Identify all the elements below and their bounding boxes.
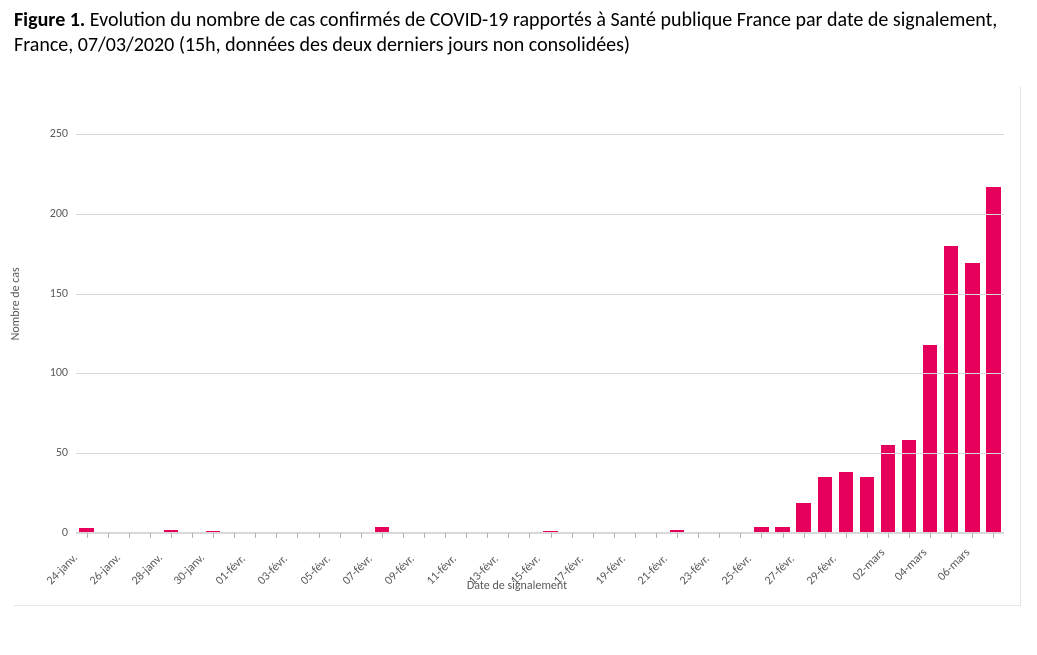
chart-area: Nombre de cas 05010015020025024-janv.26-… — [14, 86, 1021, 606]
x-tick-mark — [108, 533, 109, 538]
x-tick-mark — [297, 533, 298, 538]
x-tick-mark — [930, 533, 931, 538]
y-tick-label: 50 — [28, 446, 68, 460]
bar — [881, 445, 895, 533]
x-axis-label: Date de signalement — [14, 579, 1020, 593]
y-tick-label: 150 — [28, 287, 68, 301]
x-tick-mark — [846, 533, 847, 538]
bar — [839, 472, 853, 533]
plot-area: 05010015020025024-janv.26-janv.28-janv.3… — [76, 118, 1004, 533]
x-tick-mark — [508, 533, 509, 538]
x-tick-mark — [424, 533, 425, 538]
x-tick-mark — [761, 533, 762, 538]
x-tick-mark — [614, 533, 615, 538]
x-tick-mark — [593, 533, 594, 538]
figure-caption-text: Evolution du nombre de cas confirmés de … — [14, 8, 997, 57]
figure-container: Figure 1. Evolution du nombre de cas con… — [0, 0, 1037, 655]
x-tick-mark — [677, 533, 678, 538]
x-tick-mark — [192, 533, 193, 538]
x-tick-label: 06-mars — [935, 546, 973, 584]
x-tick-mark — [993, 533, 994, 538]
x-tick-mark — [783, 533, 784, 538]
bar — [965, 263, 979, 533]
bar — [796, 503, 810, 533]
x-tick-mark — [487, 533, 488, 538]
x-tick-mark — [635, 533, 636, 538]
x-tick-mark — [740, 533, 741, 538]
grid-line — [76, 373, 1004, 374]
x-tick-mark — [867, 533, 868, 538]
grid-line — [76, 294, 1004, 295]
x-tick-mark — [529, 533, 530, 538]
x-tick-mark — [255, 533, 256, 538]
y-tick-label: 200 — [28, 207, 68, 221]
x-tick-mark — [87, 533, 88, 538]
y-tick-label: 250 — [28, 127, 68, 141]
x-tick-mark — [276, 533, 277, 538]
x-tick-mark — [572, 533, 573, 538]
figure-label: Figure 1. — [14, 8, 85, 32]
bar — [860, 477, 874, 533]
x-tick-mark — [719, 533, 720, 538]
x-tick-mark — [340, 533, 341, 538]
x-tick-label: 02-mars — [850, 546, 888, 584]
x-tick-mark — [361, 533, 362, 538]
bar — [818, 477, 832, 533]
x-tick-mark — [213, 533, 214, 538]
x-tick-mark — [403, 533, 404, 538]
x-tick-mark — [804, 533, 805, 538]
bar — [944, 246, 958, 533]
x-tick-mark — [825, 533, 826, 538]
figure-caption: Figure 1. Evolution du nombre de cas con… — [14, 8, 1023, 58]
x-tick-mark — [445, 533, 446, 538]
x-tick-mark — [698, 533, 699, 538]
bar — [902, 440, 916, 533]
grid-line — [76, 453, 1004, 454]
x-tick-mark — [909, 533, 910, 538]
x-tick-mark — [972, 533, 973, 538]
grid-line — [76, 134, 1004, 135]
bars-layer — [76, 118, 1004, 533]
x-tick-mark — [150, 533, 151, 538]
x-tick-mark — [319, 533, 320, 538]
x-tick-mark — [129, 533, 130, 538]
grid-line — [76, 533, 1004, 534]
x-tick-mark — [888, 533, 889, 538]
x-tick-mark — [171, 533, 172, 538]
grid-line — [76, 214, 1004, 215]
x-tick-mark — [382, 533, 383, 538]
bar — [986, 187, 1000, 533]
y-axis-label: Nombre de cas — [9, 267, 23, 340]
x-tick-mark — [656, 533, 657, 538]
x-tick-mark — [551, 533, 552, 538]
x-tick-mark — [951, 533, 952, 538]
x-tick-mark — [466, 533, 467, 538]
y-tick-label: 0 — [28, 526, 68, 540]
x-tick-label: 04-mars — [893, 546, 931, 584]
y-tick-label: 100 — [28, 366, 68, 380]
x-axis-line — [76, 532, 1004, 533]
x-tick-mark — [234, 533, 235, 538]
